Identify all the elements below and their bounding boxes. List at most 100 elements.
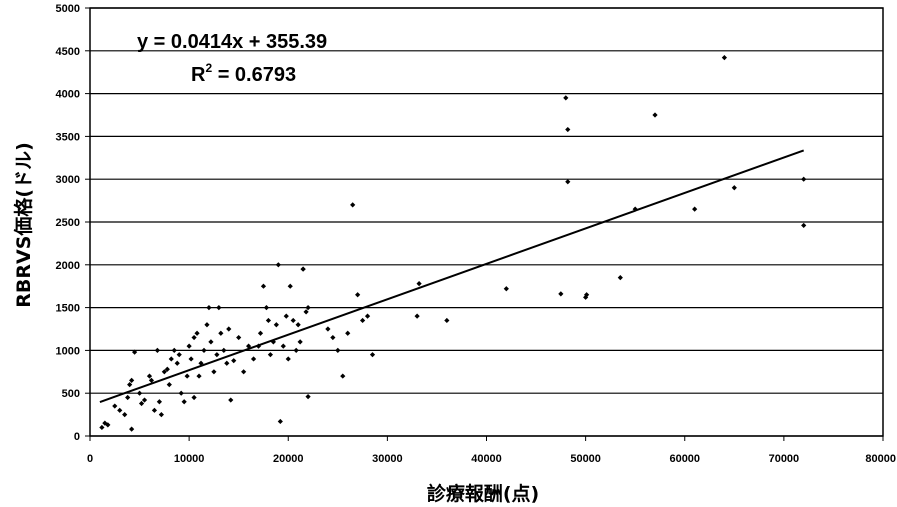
data-point-66	[285, 356, 291, 362]
data-point-9	[132, 349, 138, 355]
r-squared-label: R2 = 0.6793	[191, 61, 296, 86]
data-point-32	[191, 334, 197, 341]
data-point-58	[265, 317, 272, 324]
data-point-44	[218, 330, 224, 336]
data-point-55	[257, 330, 264, 336]
data-point-43	[216, 305, 222, 311]
data-point-46	[224, 360, 230, 366]
data-point-49	[231, 358, 237, 364]
data-point-78	[335, 347, 341, 353]
y-tick-label-8: 4000	[56, 89, 80, 101]
data-point-28	[181, 399, 187, 405]
data-point-35	[196, 373, 202, 379]
data-point-101	[731, 185, 737, 191]
data-point-87	[416, 281, 422, 287]
data-point-39	[206, 305, 212, 311]
data-point-5	[122, 412, 128, 418]
data-point-75	[305, 305, 311, 311]
y-tick-label-3: 1500	[56, 303, 80, 315]
data-point-26	[176, 352, 182, 358]
data-point-67	[287, 283, 293, 289]
x-tick-label-0: 0	[87, 453, 93, 465]
data-point-38	[204, 322, 210, 328]
data-point-99	[692, 206, 698, 212]
r-squared-superscript: 2	[205, 61, 212, 75]
data-point-62	[275, 262, 281, 268]
data-point-89	[503, 286, 509, 292]
data-point-4	[117, 407, 123, 413]
data-point-25	[174, 360, 180, 366]
data-point-92	[565, 126, 571, 133]
data-point-57	[263, 305, 270, 311]
x-tick-label-4: 40000	[471, 453, 502, 465]
data-point-33	[191, 394, 197, 401]
data-point-36	[198, 360, 204, 366]
y-tick-label-0: 0	[74, 431, 80, 443]
data-point-14	[146, 373, 153, 379]
r-squared-letter: R	[191, 64, 206, 86]
data-point-60	[270, 339, 276, 345]
data-point-104	[305, 394, 311, 400]
data-point-50	[236, 334, 242, 341]
data-point-70	[295, 322, 301, 328]
data-point-93	[565, 179, 571, 185]
trendline	[99, 149, 805, 403]
data-point-37	[201, 347, 207, 353]
data-point-98	[652, 112, 658, 118]
y-tick-label-9: 4500	[56, 46, 80, 58]
data-point-45	[221, 347, 227, 353]
data-point-47	[226, 326, 232, 332]
data-point-22	[166, 382, 172, 388]
data-point-18	[156, 399, 162, 405]
data-point-17	[154, 347, 161, 353]
data-point-2	[105, 422, 111, 428]
data-point-95	[584, 292, 590, 298]
trendline-equation: y = 0.0414x + 355.39	[137, 31, 327, 53]
data-point-103	[801, 222, 807, 229]
data-point-10	[129, 426, 135, 432]
x-tick-label-8: 80000	[865, 453, 896, 465]
plot-frame	[85, 7, 884, 441]
data-points	[99, 55, 807, 432]
x-tick-label-1: 10000	[174, 453, 205, 465]
data-point-83	[359, 317, 366, 324]
data-point-65	[283, 313, 289, 319]
data-point-96	[617, 275, 623, 281]
data-point-73	[303, 309, 309, 315]
data-point-91	[563, 95, 569, 101]
data-point-100	[721, 55, 727, 61]
x-tick-label-5: 50000	[570, 453, 601, 465]
y-tick-label-5: 2500	[56, 217, 80, 229]
data-point-84	[364, 313, 371, 319]
data-point-8	[129, 377, 135, 383]
y-tick-label-4: 2000	[56, 260, 80, 272]
data-point-24	[171, 347, 177, 353]
data-point-41	[211, 369, 217, 375]
data-point-69	[293, 347, 299, 353]
data-point-68	[290, 317, 296, 324]
data-point-29	[184, 373, 190, 379]
data-point-82	[355, 292, 361, 298]
x-tick-label-7: 70000	[769, 453, 800, 465]
data-point-80	[345, 330, 351, 336]
r-squared-value: = 0.6793	[212, 64, 296, 86]
y-tick-label-7: 3500	[56, 131, 80, 143]
data-point-13	[141, 397, 148, 403]
data-point-40	[208, 339, 214, 345]
data-point-48	[228, 397, 234, 403]
data-point-20	[161, 369, 167, 375]
data-point-51	[241, 369, 247, 375]
data-point-31	[188, 356, 194, 362]
data-point-11	[136, 390, 143, 396]
data-point-19	[158, 412, 164, 418]
y-axis-title: RBRVS価格(ドル)	[12, 142, 35, 308]
data-point-3	[112, 403, 118, 409]
data-point-21	[164, 366, 170, 372]
data-point-76	[325, 326, 331, 332]
data-point-15	[148, 377, 155, 383]
data-point-56	[260, 283, 267, 289]
data-point-53	[250, 356, 257, 362]
data-point-27	[178, 390, 184, 396]
data-point-6	[125, 394, 131, 401]
data-point-81	[350, 202, 356, 208]
